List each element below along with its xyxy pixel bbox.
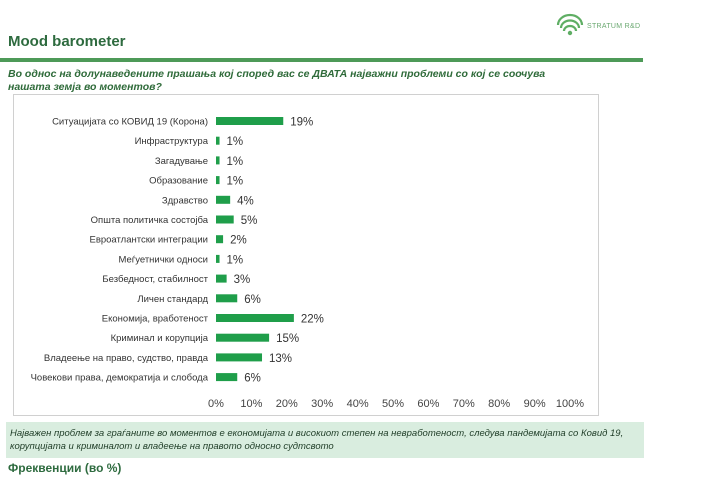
value-label: 6%: [244, 294, 261, 306]
summary-callout: Најважен проблем за граѓаните во моменто…: [6, 422, 644, 458]
logo-text: STRATUM R&D: [587, 23, 641, 30]
category-label: Ситуацијата со КОВИД 19 (Корона): [52, 117, 208, 128]
bar: [216, 373, 238, 382]
value-label: 19%: [290, 117, 313, 129]
survey-question: Во однос на долунаведените прашања кој с…: [8, 68, 546, 93]
chart-frame: [13, 94, 599, 416]
bar: [216, 156, 220, 165]
category-label: Криминал и корупција: [111, 333, 209, 344]
category-label: Економија, вработеност: [102, 314, 209, 325]
x-tick-label: 80%: [488, 398, 510, 410]
value-label: 4%: [237, 195, 254, 207]
value-label: 6%: [244, 373, 261, 385]
bar: [216, 195, 231, 204]
x-tick-label: 50%: [382, 398, 404, 410]
category-label: Загадување: [155, 156, 208, 167]
x-tick-label: 0%: [208, 398, 224, 410]
category-label: Човекови права, демократија и слобода: [31, 373, 209, 384]
value-label: 1%: [227, 136, 244, 148]
x-tick-label: 60%: [417, 398, 439, 410]
header-rule: [0, 58, 643, 62]
category-label: Меѓуетнички односи: [118, 254, 208, 265]
value-label: 3%: [234, 274, 251, 286]
frequency-label: Фреквенции (во %): [8, 461, 122, 475]
category-label: Здравство: [162, 195, 208, 206]
category-label: Владеење на право, судство, правда: [44, 353, 209, 364]
category-label: Образование: [149, 176, 208, 187]
bar: [216, 353, 263, 362]
x-tick-label: 70%: [453, 398, 475, 410]
value-label: 1%: [227, 254, 244, 266]
bar: [216, 117, 284, 125]
category-label: Безбедност, стабилност: [102, 274, 208, 285]
bar: [216, 235, 224, 244]
value-label: 22%: [301, 314, 324, 326]
value-label: 1%: [227, 156, 244, 168]
bar: [216, 314, 294, 322]
bar: [216, 294, 238, 303]
x-tick-label: 40%: [347, 398, 369, 410]
x-tick-label: 100%: [556, 398, 584, 410]
x-tick-label: 20%: [276, 398, 298, 410]
value-label: 13%: [269, 353, 292, 365]
value-label: 15%: [276, 333, 299, 345]
bar: [216, 215, 234, 224]
x-tick-label: 30%: [311, 398, 333, 410]
x-tick-label: 90%: [524, 398, 546, 410]
category-label: Општа политичка состојба: [91, 215, 209, 226]
value-label: 1%: [227, 176, 244, 188]
page-title: Mood barometer: [8, 33, 126, 50]
value-label: 2%: [230, 235, 247, 247]
bar: [216, 136, 220, 145]
x-tick-label: 10%: [240, 398, 262, 410]
category-label: Евроатлантски интеграции: [89, 235, 208, 246]
bar: [216, 274, 227, 283]
stratum-logo-icon: [556, 13, 584, 36]
bar: [216, 254, 220, 263]
bar: [216, 333, 270, 342]
category-label: Инфраструктура: [135, 136, 209, 147]
value-label: 5%: [241, 215, 258, 227]
bar: [216, 176, 220, 185]
category-label: Личен стандард: [137, 294, 208, 305]
